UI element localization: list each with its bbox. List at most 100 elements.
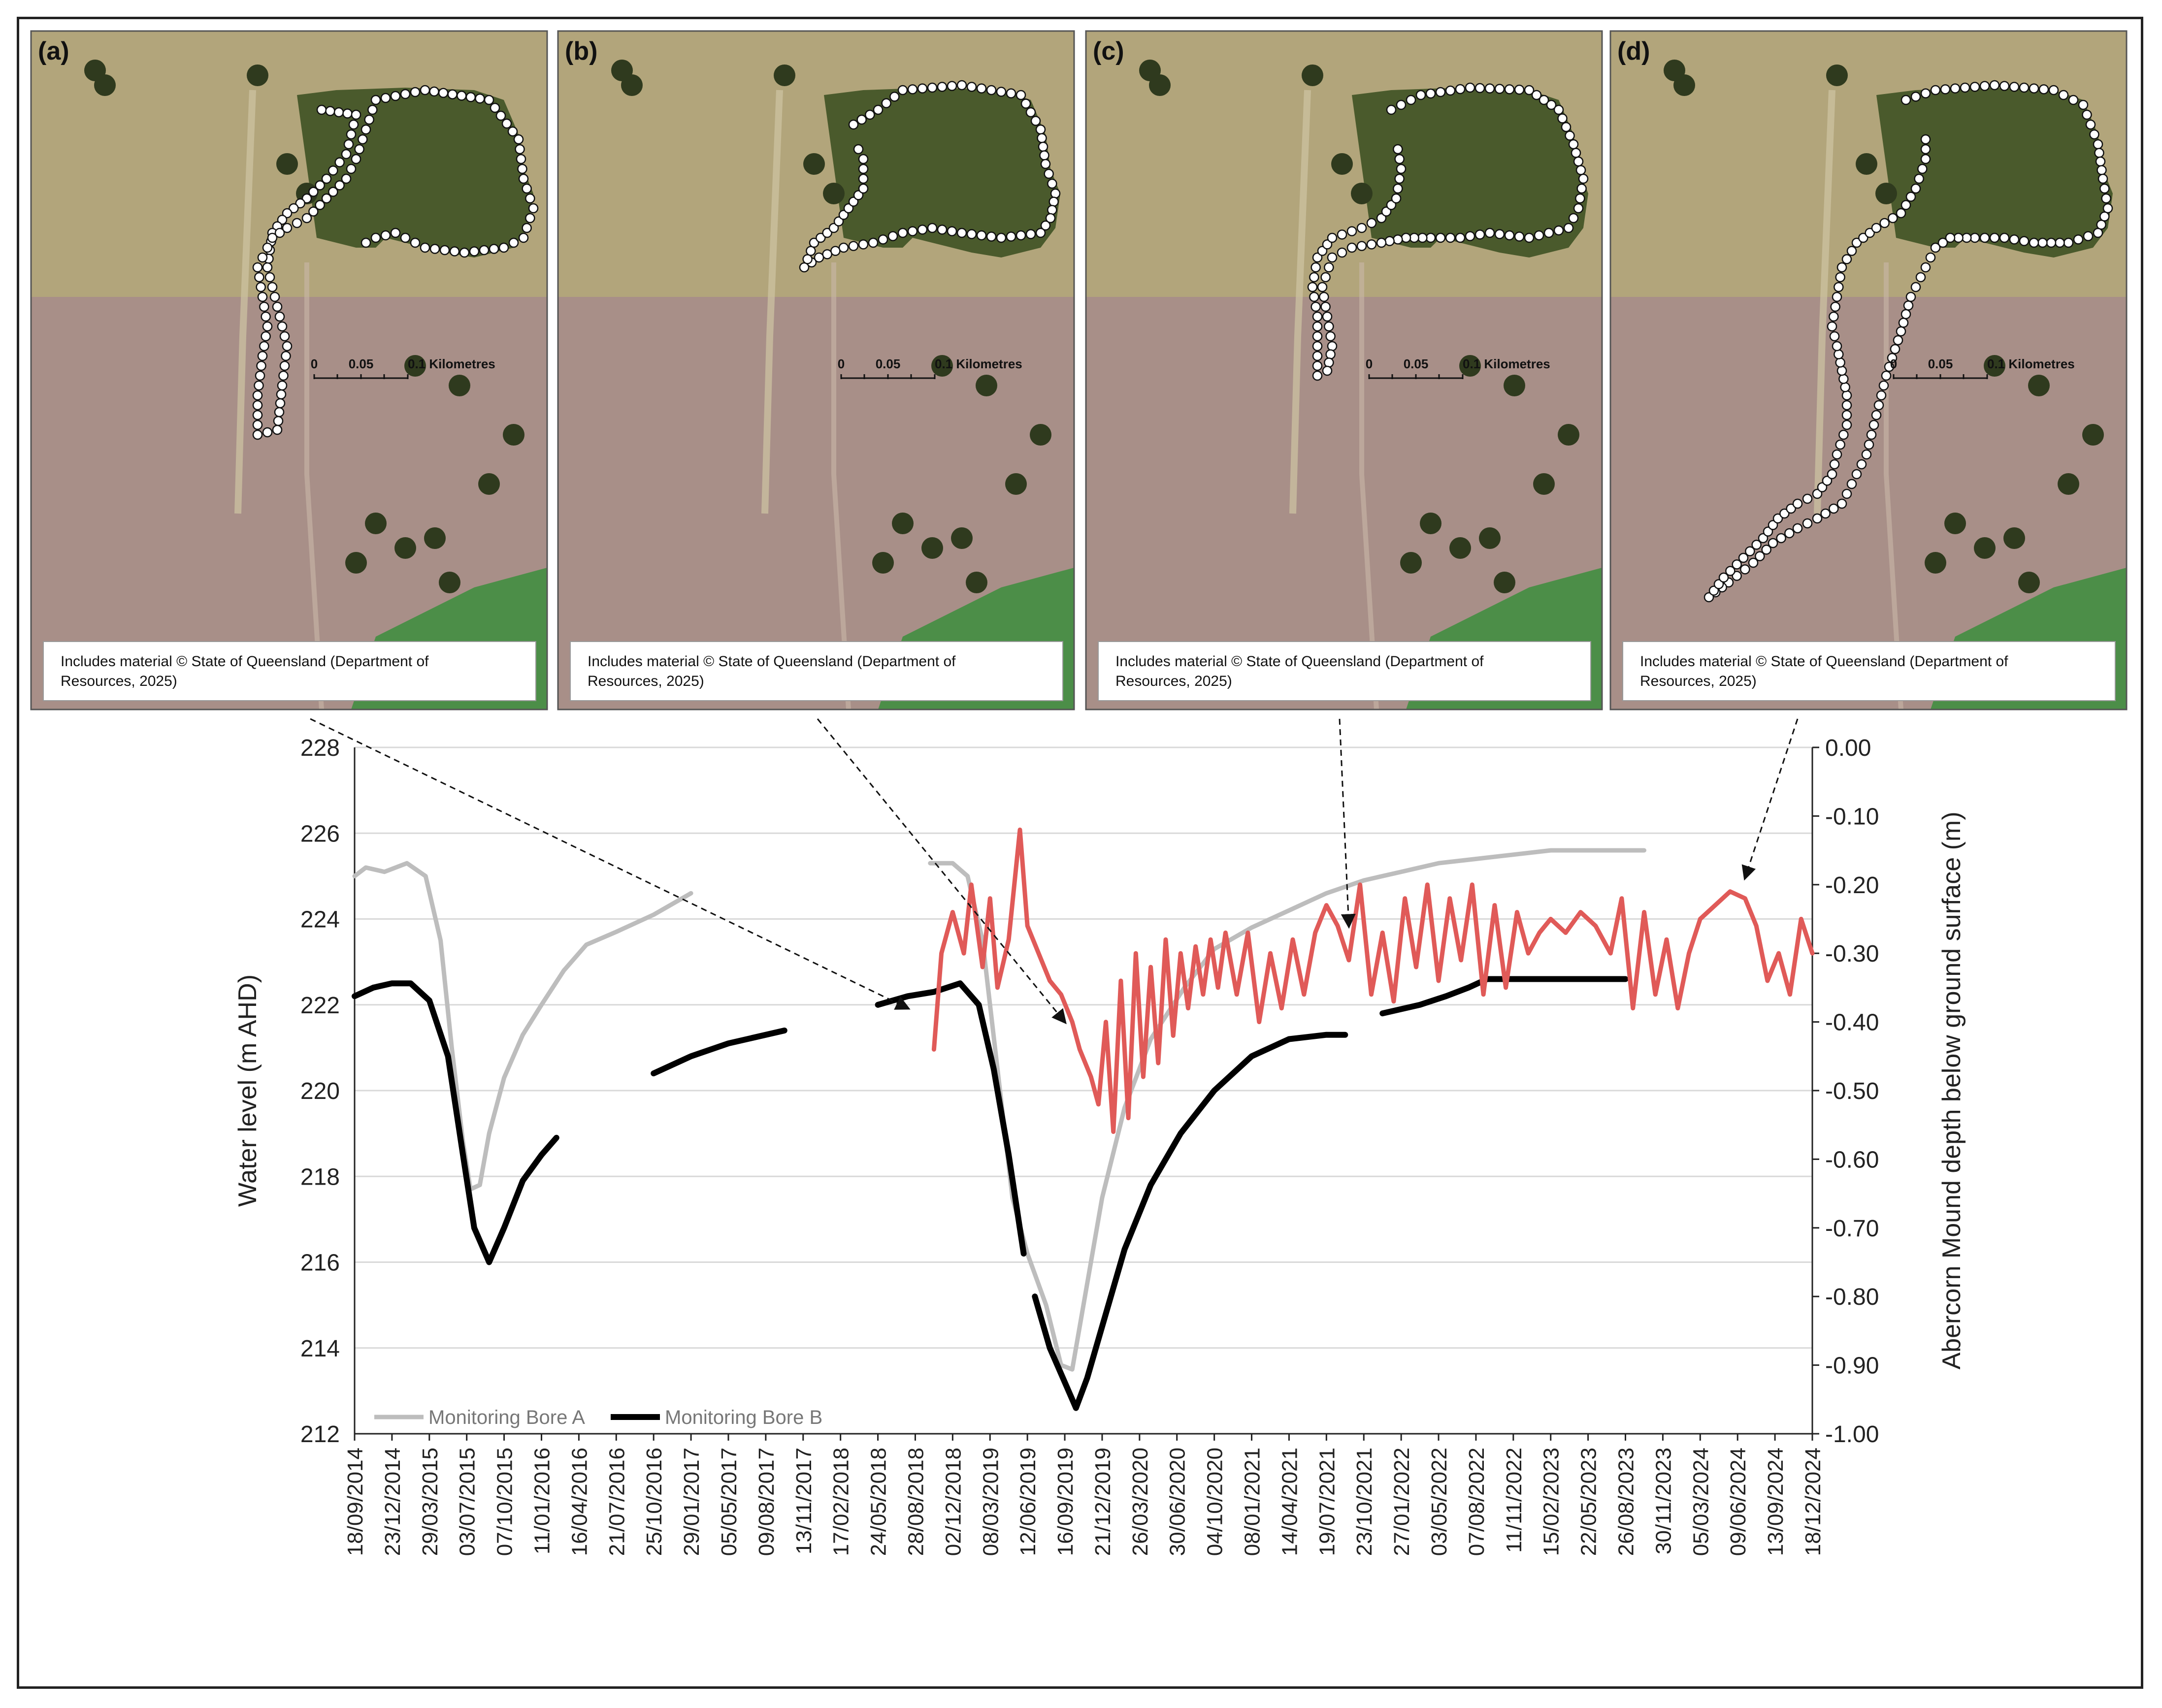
tree-icon xyxy=(1459,355,1481,377)
x-tick-label: 28/08/2018 xyxy=(904,1448,928,1556)
boundary-point xyxy=(275,398,286,409)
tree-icon xyxy=(2082,424,2104,446)
scale-label: 0.1 Kilometres xyxy=(1987,356,2075,371)
boundary-point xyxy=(475,93,485,104)
boundary-point xyxy=(2095,156,2106,167)
panel-label: (c) xyxy=(1093,37,1124,65)
boundary-point xyxy=(996,232,1007,243)
boundary-point xyxy=(449,246,460,257)
boundary-point xyxy=(878,234,888,245)
x-tick-label: 09/06/2024 xyxy=(1726,1448,1750,1556)
boundary-point xyxy=(1732,559,1742,570)
track-path xyxy=(1289,90,1311,514)
boundary-point xyxy=(1504,84,1515,95)
y2-tick-label: -0.60 xyxy=(1825,1147,1879,1173)
x-tick-label: 08/03/2019 xyxy=(979,1448,1003,1556)
boundary-point xyxy=(2037,237,2048,248)
boundary-point xyxy=(2085,119,2096,130)
boundary-point xyxy=(262,321,273,332)
boundary-point xyxy=(1836,498,1847,509)
boundary-point xyxy=(370,232,381,243)
y2-tick-label: -0.30 xyxy=(1825,941,1879,967)
y-tick-label: 218 xyxy=(300,1164,340,1190)
x-tick-label: 03/07/2015 xyxy=(456,1448,480,1556)
boundary-point xyxy=(1320,272,1331,283)
tree-icon xyxy=(503,424,524,446)
fence-line xyxy=(1884,262,1903,710)
boundary-point xyxy=(1307,282,1318,292)
x-tick-label: 12/06/2019 xyxy=(1016,1448,1040,1556)
tree-icon xyxy=(2018,572,2040,593)
boundary-point xyxy=(465,92,476,102)
boundary-point xyxy=(2094,148,2104,158)
boundary-point xyxy=(1822,476,1833,486)
tree-icon xyxy=(1826,64,1848,86)
boundary-point xyxy=(1534,230,1544,241)
boundary-point xyxy=(1829,311,1839,322)
panel-border xyxy=(1085,30,1603,710)
boundary-point xyxy=(1841,488,1852,499)
boundary-point xyxy=(816,232,826,243)
boundary-point xyxy=(1425,232,1436,243)
boundary-point xyxy=(261,311,271,322)
boundary-point xyxy=(282,341,293,352)
x-tick-label: 13/09/2024 xyxy=(1764,1448,1788,1556)
boundary-point xyxy=(479,245,490,256)
scale-label: 0.05 xyxy=(1404,356,1429,371)
tree-icon xyxy=(449,375,470,396)
boundary-point xyxy=(927,223,938,233)
boundary-point xyxy=(1327,341,1338,352)
boundary-point xyxy=(321,193,332,204)
y2-tick-label: -0.90 xyxy=(1825,1353,1879,1379)
boundary-point xyxy=(1561,122,1572,132)
x-tick-label: 04/10/2020 xyxy=(1203,1448,1227,1556)
boundary-point xyxy=(1920,134,1931,145)
boundary-point xyxy=(1832,341,1842,352)
scale-label: 0 xyxy=(311,356,318,371)
x-tick-label: 17/02/2018 xyxy=(829,1448,853,1556)
y-axis-title: Water level (m AHD) xyxy=(233,974,262,1207)
boundary-point xyxy=(1708,585,1719,596)
tree-icon xyxy=(621,74,643,96)
boundary-point xyxy=(1514,84,1525,95)
boundary-point xyxy=(1310,301,1321,312)
boundary-point xyxy=(1327,232,1338,243)
boundary-point xyxy=(843,203,854,214)
tree-icon xyxy=(976,375,997,396)
fence-line xyxy=(304,262,324,710)
tree-icon xyxy=(1944,513,1966,534)
boundary-point xyxy=(917,225,928,235)
boundary-point xyxy=(252,390,263,401)
boundary-point xyxy=(2102,203,2113,214)
boundary-point xyxy=(439,245,450,256)
boundary-point xyxy=(1832,291,1842,302)
boundary-point xyxy=(976,83,987,94)
boundary-point xyxy=(333,107,344,118)
boundary-point xyxy=(274,407,285,418)
boundary-point xyxy=(1834,349,1844,359)
boundary-point xyxy=(1846,479,1857,489)
boundary-point xyxy=(1829,331,1840,342)
boundary-point xyxy=(316,104,327,115)
tree-icon xyxy=(951,527,973,549)
boundary-point xyxy=(1925,252,1936,263)
boundary-point xyxy=(1020,98,1031,109)
boundary-point xyxy=(484,95,494,105)
boundary-point xyxy=(1356,223,1367,233)
tree-icon xyxy=(1420,513,1441,534)
x-tick-label: 24/05/2018 xyxy=(867,1448,891,1556)
x-tick-label: 25/10/2016 xyxy=(642,1448,666,1556)
boundary-point xyxy=(2019,82,2030,93)
boundary-point xyxy=(858,239,869,250)
x-tick-label: 11/01/2016 xyxy=(530,1448,554,1554)
boundary-point xyxy=(976,230,987,241)
boundary-point xyxy=(1030,116,1041,126)
boundary-point xyxy=(1319,291,1329,302)
tree-icon xyxy=(1974,537,1996,559)
tree-icon xyxy=(1494,572,1515,593)
tree-icon xyxy=(1504,375,1525,396)
boundary-point xyxy=(1465,231,1475,241)
boundary-point xyxy=(325,106,335,116)
tree-icon xyxy=(966,572,987,593)
boundary-point xyxy=(822,227,832,238)
